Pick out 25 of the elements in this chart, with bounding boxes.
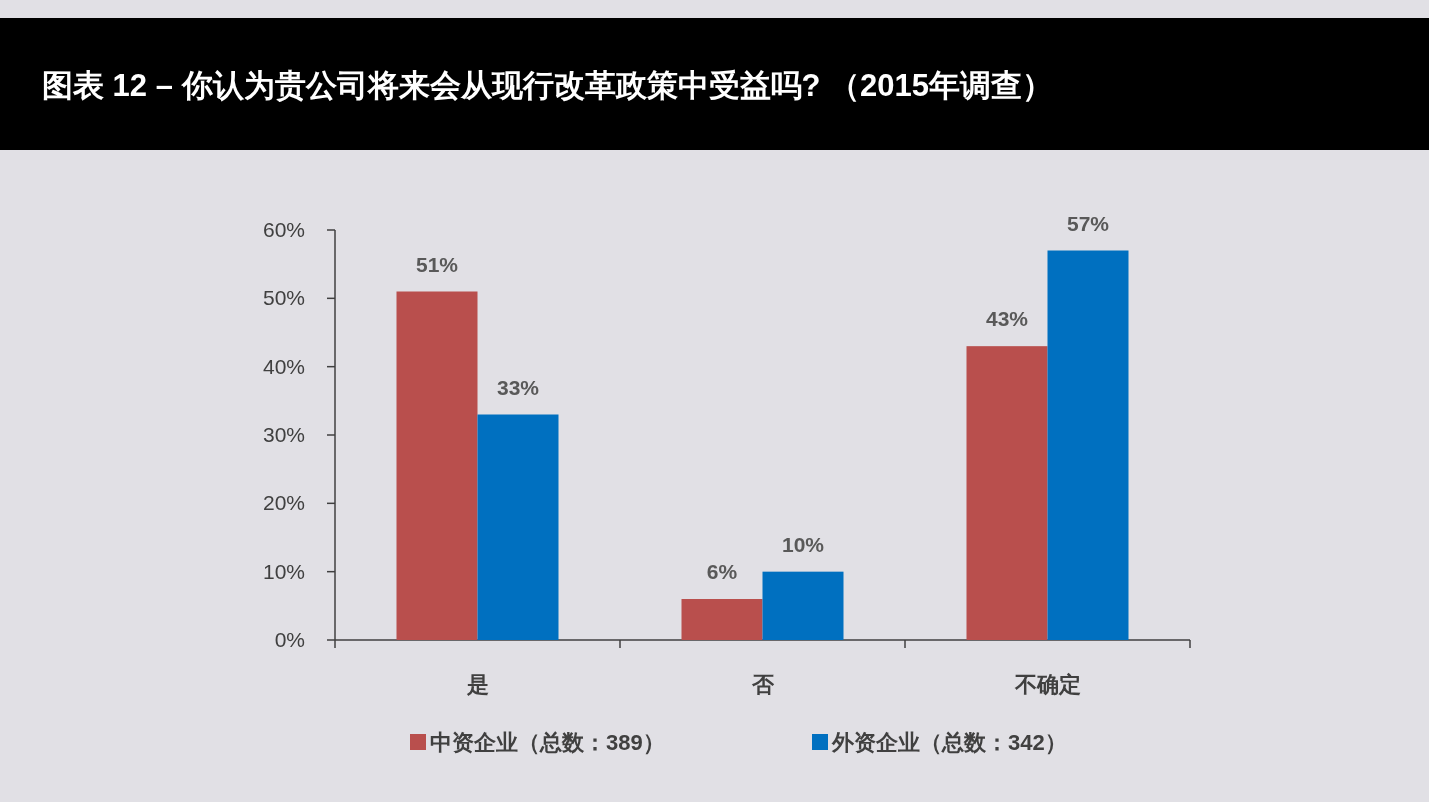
bar — [762, 571, 844, 640]
y-tick-label: 0% — [274, 628, 305, 651]
bar — [477, 414, 559, 640]
data-label: 43% — [985, 307, 1029, 331]
legend-label: 中资企业（总数：389） — [430, 730, 665, 755]
x-tick-label: 是 — [465, 672, 489, 697]
x-tick-label: 不确定 — [1013, 672, 1081, 697]
y-tick-label: 40% — [262, 354, 305, 378]
y-tick-label: 60% — [262, 218, 305, 241]
x-tick-label: 否 — [750, 672, 775, 697]
bar — [1047, 250, 1129, 640]
y-tick-label: 10% — [262, 559, 305, 583]
y-tick-label: 50% — [262, 286, 305, 310]
data-label: 10% — [781, 532, 825, 556]
legend-label: 外资企业（总数：342） — [831, 730, 1067, 755]
y-tick-label: 30% — [262, 423, 305, 446]
data-label: 57% — [1066, 211, 1110, 235]
chart-title: 图表 12 – 你认为贵公司将来会从现行改革政策中受益吗? （2015年调查） — [42, 68, 1054, 103]
y-tick-label: 20% — [262, 491, 305, 515]
bar — [396, 291, 478, 640]
bar — [681, 599, 763, 640]
data-label: 6% — [706, 560, 738, 583]
data-label: 33% — [496, 375, 540, 399]
data-label: 51% — [415, 252, 459, 276]
bar — [966, 346, 1048, 640]
